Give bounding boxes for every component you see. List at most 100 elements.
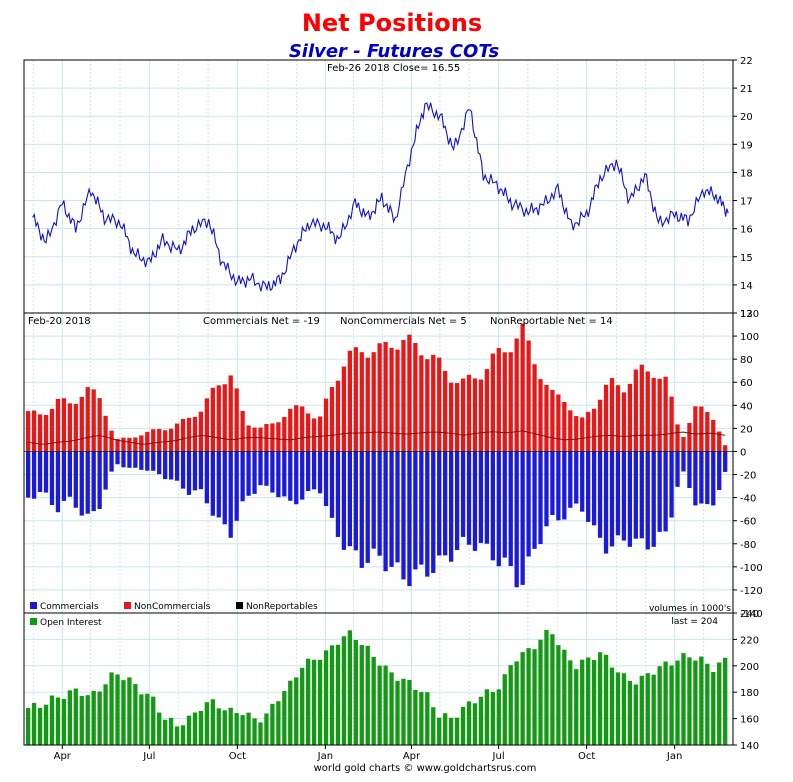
- noncommercials-bar: [174, 423, 180, 452]
- open-interest-bar: [294, 677, 299, 745]
- noncommercials-bar: [234, 388, 239, 452]
- noncommercials-bar: [699, 406, 704, 452]
- commercials-bar: [574, 451, 579, 504]
- commercials-bar: [621, 451, 627, 541]
- legend-noncommercials: NonCommercials: [134, 602, 211, 612]
- oi-ytick-label: 240: [740, 609, 759, 620]
- noncommercials-bar: [675, 424, 680, 452]
- commercials-bar: [681, 451, 686, 472]
- open-interest-bar: [484, 689, 490, 745]
- open-interest-bar: [502, 674, 507, 745]
- noncommercials-bar: [496, 348, 501, 452]
- open-interest-bar: [240, 715, 245, 745]
- commercials-bar: [163, 451, 168, 480]
- noncommercials-bar: [466, 374, 472, 452]
- price-ytick-label: 19: [740, 140, 753, 151]
- commercials-bar: [55, 451, 61, 513]
- noncommercials-bar: [645, 371, 650, 452]
- open-interest-bar: [556, 645, 561, 745]
- open-interest-bar: [264, 713, 269, 745]
- open-interest-bar: [371, 656, 376, 745]
- open-interest-bar: [454, 717, 460, 745]
- commercials-bar: [341, 451, 347, 550]
- open-interest-bar: [186, 715, 192, 745]
- open-interest-bar: [347, 630, 353, 745]
- noncommercials-bar: [145, 431, 150, 452]
- noncommercials-bar: [228, 375, 233, 452]
- commercials-bar: [317, 451, 323, 494]
- net-ytick-label: 120: [740, 309, 759, 320]
- noncommercials-bar: [85, 387, 90, 452]
- commercials-bar: [639, 451, 644, 539]
- price-ytick-label: 15: [740, 253, 753, 264]
- open-interest-bar: [109, 672, 114, 745]
- commercials-bar: [454, 451, 460, 551]
- commercials-bar: [550, 451, 555, 515]
- noncommercials-bar: [43, 414, 49, 452]
- noncommercials-bar: [454, 383, 460, 452]
- commercials-bar: [502, 451, 507, 558]
- commercials-bar: [687, 451, 692, 488]
- open-interest-bar: [639, 675, 644, 745]
- commercials-bar: [186, 451, 192, 495]
- commercials-bar: [85, 451, 90, 514]
- open-interest-bar: [466, 701, 472, 745]
- commercials-bar: [359, 451, 364, 568]
- commercials-bar: [401, 451, 406, 580]
- noncommercials-bar: [550, 389, 555, 452]
- open-interest-bar: [520, 652, 525, 745]
- commercials-bar: [174, 451, 180, 481]
- commercials-bar: [597, 451, 603, 538]
- open-interest-bar: [85, 695, 90, 745]
- noncommercials-bar: [538, 379, 543, 452]
- commercials-bar: [532, 451, 537, 549]
- noncommercials-bar: [180, 419, 186, 452]
- open-interest-bar: [151, 696, 156, 745]
- open-interest-bar: [693, 660, 698, 745]
- open-interest-bar: [31, 703, 37, 745]
- open-interest-bar: [73, 688, 78, 745]
- commercials-bar: [717, 451, 722, 490]
- open-interest-bar: [407, 680, 412, 745]
- noncommercials-bar: [520, 323, 525, 452]
- commercials-bar: [258, 451, 263, 486]
- open-interest-bar: [675, 660, 680, 745]
- commercials-bar: [347, 451, 353, 547]
- noncommercials-bar: [341, 366, 347, 452]
- commercials-bar: [586, 451, 591, 522]
- open-interest-bar: [26, 708, 31, 745]
- noncommercials-bar: [544, 384, 549, 452]
- open-interest-bar: [574, 669, 579, 745]
- commercials-bar: [478, 451, 484, 543]
- legend-swatch-nonreportables: [236, 602, 243, 609]
- open-interest-bar: [127, 677, 132, 745]
- commercials-bar: [526, 451, 531, 557]
- net-ytick-label: -120: [740, 586, 763, 597]
- open-interest-bar: [234, 712, 239, 745]
- commercials-bar: [276, 451, 281, 498]
- commercials-bar: [306, 451, 311, 492]
- commercials-bar: [127, 451, 132, 468]
- commercials-bar: [568, 451, 573, 508]
- noncommercials-bar: [276, 422, 281, 452]
- units-note: volumes in 1000's: [649, 604, 731, 614]
- open-interest-bar: [383, 665, 388, 745]
- noncommercials-bar: [502, 352, 507, 452]
- noncommercials-bar: [413, 343, 418, 452]
- net-ytick-label: 100: [740, 332, 759, 343]
- open-interest-bar: [258, 722, 263, 745]
- noncommercials-bar: [448, 382, 454, 452]
- noncommercials-bar: [294, 405, 299, 452]
- noncommercials-bar: [562, 401, 567, 452]
- noncommercials-bar: [717, 431, 722, 452]
- open-interest-bar: [431, 707, 436, 745]
- commercials-bar: [228, 451, 233, 538]
- open-interest-bar: [79, 695, 84, 745]
- noncommercials-bar: [603, 384, 609, 452]
- x-tick-label: Apr: [54, 751, 72, 762]
- price-ytick-label: 22: [740, 56, 753, 67]
- commercials-bar: [377, 451, 382, 556]
- commercials-bar: [615, 451, 621, 536]
- price-info-text: Feb-26 2018 Close= 16.55: [327, 63, 460, 74]
- noncommercials-bar: [204, 398, 210, 452]
